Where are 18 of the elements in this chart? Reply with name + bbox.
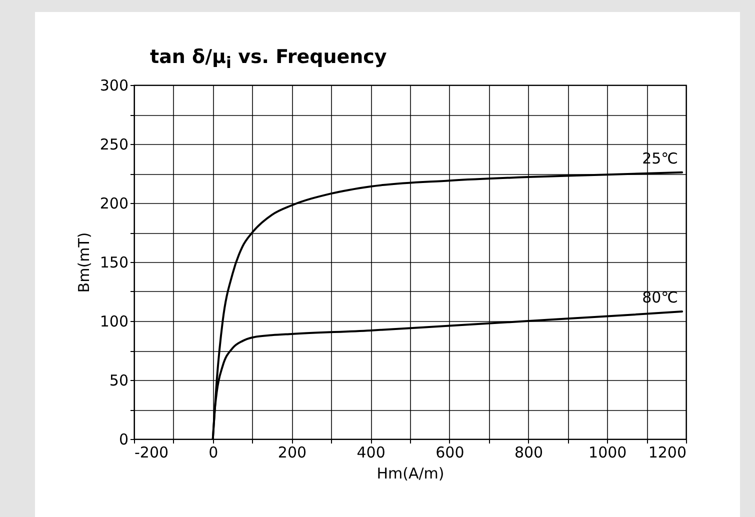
x-tick-label: -200 [134, 444, 169, 462]
y-tick-label: 50 [109, 372, 128, 390]
y-tick-label: 0 [118, 430, 128, 448]
x-tick-label: 0 [208, 444, 218, 462]
y-tick-label: 250 [100, 136, 128, 154]
y-tick-label: 300 [100, 76, 128, 94]
x-tick-label: 600 [436, 444, 464, 462]
y-tick-label: 150 [100, 254, 128, 272]
x-tick-label: 1000 [588, 444, 627, 462]
y-tick-label: 100 [100, 312, 128, 330]
y-tick-label: 200 [100, 194, 128, 212]
x-axis-title: Hm(A/m) [376, 464, 444, 482]
x-tick-label: 800 [514, 444, 544, 462]
x-tick-label: 400 [356, 444, 386, 462]
y-axis-title: Bm(mT) [74, 232, 93, 293]
x-tick-label: 1200 [648, 444, 686, 462]
chart-title: tan δ/μ$_{i}$ vs. Frequency [150, 46, 387, 72]
x-tick-label: 200 [278, 444, 307, 462]
